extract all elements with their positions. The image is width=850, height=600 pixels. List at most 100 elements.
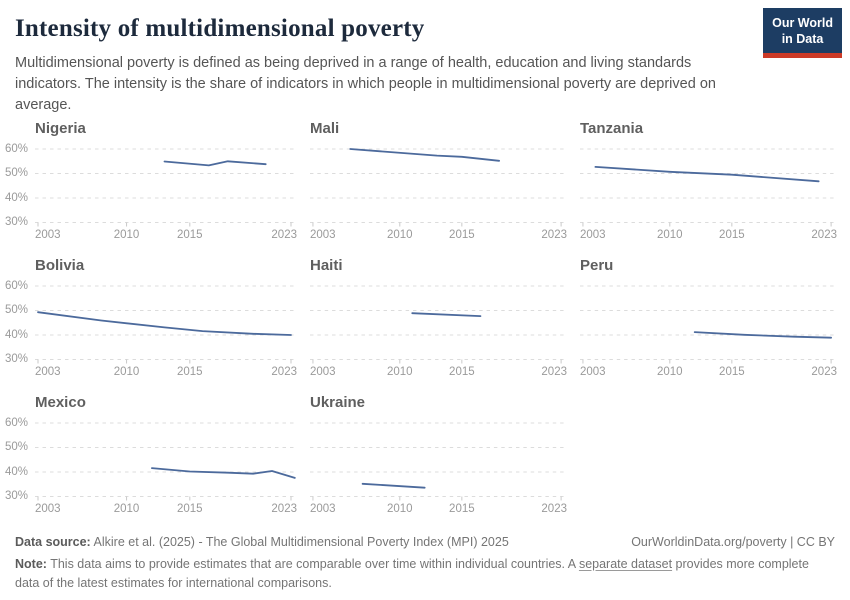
- chart-subtitle: Multidimensional poverty is defined as b…: [15, 55, 716, 114]
- facet-title: Peru: [580, 257, 614, 275]
- y-tick-label: 30%: [4, 216, 28, 229]
- y-tick-label: 50%: [4, 441, 28, 454]
- x-tick-label: 2003: [580, 229, 606, 242]
- line-chart-tanzania[interactable]: [580, 143, 837, 227]
- owid-logo-line1: Our World: [772, 16, 833, 30]
- x-tick-label: 2003: [35, 229, 61, 242]
- line-chart-peru[interactable]: [580, 280, 837, 364]
- source-row: Data source: Alkire et al. (2025) - The …: [15, 535, 835, 549]
- facet-title: Nigeria: [35, 120, 86, 138]
- x-tick-label: 2023: [271, 229, 297, 242]
- x-axis-labels: 2003 2010 2015 2023: [310, 503, 567, 518]
- y-tick-label: 60%: [4, 142, 28, 155]
- facet-bolivia: Bolivia 60% 50% 40% 30% 2003 2010 2015 2023: [4, 255, 297, 392]
- x-tick-label: 2023: [541, 503, 567, 516]
- x-tick-label: 2010: [387, 229, 413, 242]
- y-tick-label: 50%: [4, 167, 28, 180]
- x-tick-label: 2010: [387, 366, 413, 379]
- series-line-nigeria[interactable]: [163, 160, 267, 167]
- line-chart-bolivia[interactable]: [35, 280, 297, 364]
- x-tick-label: 2015: [449, 503, 475, 516]
- x-axis-labels: 2003 2010 2015 2023: [580, 366, 837, 381]
- owid-logo-line2: in Data: [781, 32, 824, 47]
- owid-logo[interactable]: Our World in Data: [763, 8, 842, 58]
- line-chart-haiti[interactable]: [310, 280, 567, 364]
- facet-plot: 60% 50% 40% 30% 2003 2010 2015 2023: [4, 416, 297, 518]
- y-axis-labels: 60% 50% 40% 30%: [4, 416, 32, 503]
- facet-plot: 2003 2010 2015 2023: [310, 280, 567, 381]
- chart-header: Intensity of multidimensional poverty Ou…: [0, 0, 850, 116]
- x-tick-label: 2015: [719, 366, 745, 379]
- series-line-bolivia[interactable]: [37, 311, 292, 336]
- facet-plot: 60% 50% 40% 30% 2003 2010 2015 2023: [4, 142, 297, 244]
- separate-dataset-link[interactable]: separate dataset: [578, 557, 673, 572]
- facet-title: Mexico: [35, 394, 86, 412]
- data-source-value: Alkire et al. (2025) - The Global Multid…: [93, 535, 509, 550]
- note-label: Note:: [15, 557, 47, 572]
- x-tick-label: 2010: [113, 229, 140, 242]
- x-tick-label: 2003: [35, 366, 61, 379]
- page-title: Intensity of multidimensional poverty: [15, 15, 425, 42]
- x-axis-labels: 2003 2010 2015 2023: [35, 229, 297, 244]
- y-tick-label: 40%: [4, 328, 28, 341]
- x-tick-label: 2023: [811, 229, 837, 242]
- x-tick-label: 2015: [177, 366, 203, 379]
- facet-haiti: Haiti 2003 2010 2015 2023: [310, 255, 567, 392]
- license-text: OurWorldinData.org/poverty | CC BY: [631, 535, 835, 550]
- line-chart-mexico[interactable]: [35, 417, 297, 501]
- y-tick-label: 30%: [4, 353, 28, 366]
- facet-plot: 2003 2010 2015 2023: [310, 143, 567, 244]
- facet-title: Ukraine: [310, 394, 366, 412]
- line-chart-mali[interactable]: [310, 143, 567, 227]
- y-tick-label: 40%: [4, 465, 28, 478]
- y-axis-labels: 60% 50% 40% 30%: [4, 142, 32, 229]
- facet-plot: 2003 2010 2015 2023: [580, 143, 837, 244]
- note-row: Note: This data aims to provide estimate…: [15, 555, 827, 593]
- x-tick-label: 2003: [310, 229, 336, 242]
- x-tick-label: 2023: [271, 503, 297, 516]
- x-tick-label: 2010: [657, 229, 683, 242]
- y-axis-labels: 60% 50% 40% 30%: [4, 280, 32, 366]
- facet-mexico: Mexico 60% 50% 40% 30% 2003 2010 2015 2023: [4, 392, 297, 529]
- x-axis-labels: 2003 2010 2015 2023: [35, 503, 297, 518]
- x-tick-label: 2015: [719, 229, 745, 242]
- line-chart-ukraine[interactable]: [310, 417, 567, 501]
- y-tick-label: 60%: [4, 416, 28, 429]
- series-line-haiti[interactable]: [411, 312, 482, 318]
- y-tick-label: 50%: [4, 304, 28, 317]
- line-chart-nigeria[interactable]: [35, 143, 297, 227]
- series-line-tanzania[interactable]: [594, 166, 820, 183]
- facet-title: Bolivia: [35, 257, 85, 275]
- x-tick-label: 2010: [657, 366, 683, 379]
- x-tick-label: 2023: [541, 229, 567, 242]
- x-tick-label: 2023: [541, 366, 567, 379]
- series-line-mali[interactable]: [349, 148, 501, 162]
- facet-nigeria: Nigeria 60% 50% 40% 30% 2003 2010 2015 2023: [4, 118, 297, 255]
- x-tick-label: 2015: [177, 503, 203, 516]
- series-line-peru[interactable]: [693, 331, 832, 339]
- x-axis-labels: 2003 2010 2015 2023: [310, 366, 567, 381]
- facet-plot: 2003 2010 2015 2023: [310, 417, 567, 518]
- x-tick-label: 2015: [177, 229, 203, 242]
- small-multiples-grid: Nigeria 60% 50% 40% 30% 2003 2010 2015 2023 Ma…: [4, 118, 837, 529]
- data-source-label: Data source:: [15, 535, 91, 550]
- x-tick-label: 2010: [387, 503, 413, 516]
- note-text-before: This data aims to provide estimates that…: [50, 557, 579, 572]
- facet-peru: Peru 2003 2010 2015 2023: [580, 255, 837, 392]
- x-tick-label: 2023: [271, 366, 297, 379]
- x-tick-label: 2023: [811, 366, 837, 379]
- facet-ukraine: Ukraine 2003 2010 2015 2023: [310, 392, 567, 529]
- x-tick-label: 2003: [310, 366, 336, 379]
- series-line-ukraine[interactable]: [361, 482, 426, 489]
- x-axis-labels: 2003 2010 2015 2023: [35, 366, 297, 381]
- facet-title: Tanzania: [580, 120, 644, 138]
- x-tick-label: 2010: [113, 366, 140, 379]
- x-tick-label: 2010: [113, 503, 140, 516]
- series-line-mexico[interactable]: [151, 467, 296, 479]
- facet-title: Mali: [310, 120, 340, 138]
- x-axis-labels: 2003 2010 2015 2023: [310, 229, 567, 244]
- x-tick-label: 2003: [580, 366, 606, 379]
- x-axis-labels: 2003 2010 2015 2023: [580, 229, 837, 244]
- x-tick-label: 2003: [310, 503, 336, 516]
